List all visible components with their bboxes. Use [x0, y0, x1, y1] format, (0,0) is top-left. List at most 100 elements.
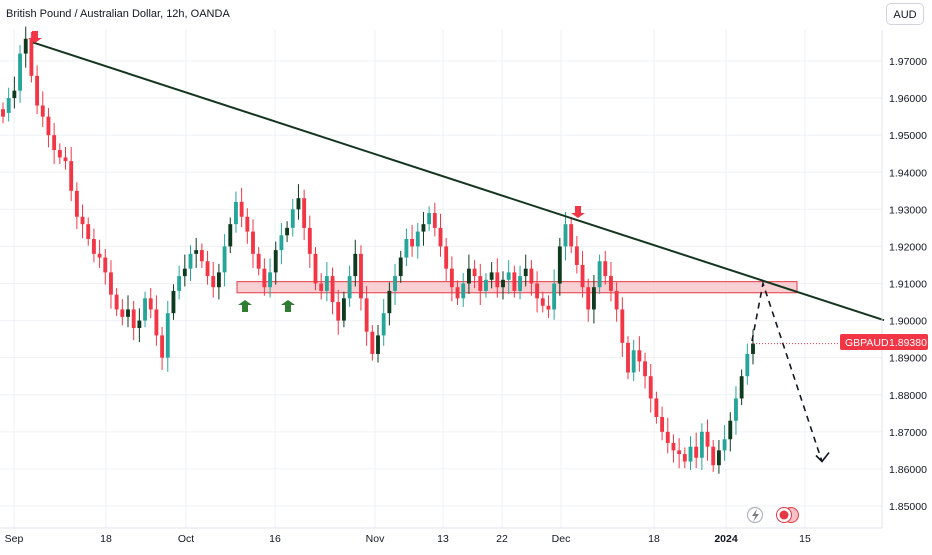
- candle-body: [256, 253, 261, 269]
- candle-body: [165, 313, 170, 358]
- x-tick-label: 13: [437, 533, 449, 545]
- candle-body: [57, 150, 62, 158]
- candle-body: [262, 268, 267, 288]
- candle-body: [69, 161, 74, 191]
- y-tick-label: 1.93000: [889, 204, 927, 216]
- projection-arrowhead: [815, 452, 830, 463]
- candle-body: [171, 290, 176, 314]
- candle-body: [80, 216, 85, 225]
- candle-body: [336, 302, 341, 321]
- candle-body: [279, 235, 284, 251]
- candle-body: [268, 272, 272, 288]
- candle-body: [324, 276, 329, 291]
- x-tick-label: 18: [648, 533, 660, 545]
- candle-body: [557, 246, 562, 284]
- candle-body: [23, 38, 28, 54]
- y-tick-label: 1.97000: [889, 56, 927, 68]
- candle-body: [131, 309, 136, 328]
- candle-body: [381, 313, 386, 336]
- trendline-layer[interactable]: [32, 41, 885, 463]
- candle-body: [631, 350, 636, 373]
- y-tick-label: 1.90000: [889, 316, 927, 328]
- candle-body: [637, 350, 642, 362]
- arrow-down-marker: [571, 206, 585, 218]
- candle-body: [404, 239, 409, 258]
- candle-body: [114, 294, 119, 310]
- x-tick-label: 2024: [714, 533, 738, 545]
- x-tick-label: Dec: [552, 533, 571, 545]
- candle-body: [506, 272, 511, 280]
- y-tick-label: 1.94000: [889, 167, 927, 179]
- candle-body: [199, 250, 204, 262]
- projection-path[interactable]: [751, 280, 823, 462]
- candle-body: [699, 431, 704, 458]
- lightning-icon[interactable]: [746, 506, 764, 524]
- currency-button[interactable]: AUD: [886, 3, 924, 25]
- y-tick-label: 1.88000: [889, 390, 927, 402]
- candle-body: [359, 253, 363, 299]
- candle-body: [1, 109, 5, 117]
- candle-body: [234, 201, 238, 225]
- resistance-zone-layer: [236, 281, 798, 294]
- y-tick-label: 1.86000: [889, 464, 927, 476]
- candle-body: [478, 276, 483, 291]
- price-tag-symbol: GBPAUD: [845, 337, 889, 349]
- candle-body: [12, 90, 17, 99]
- candle-body: [364, 298, 369, 332]
- flag-event-icon[interactable]: [776, 507, 799, 523]
- candle-body: [290, 209, 295, 228]
- candle-body: [86, 224, 91, 239]
- candle-body: [591, 287, 596, 310]
- candle-body: [626, 342, 630, 373]
- candle-body: [654, 398, 659, 417]
- candle-body: [194, 250, 199, 254]
- candle-body: [52, 135, 57, 150]
- arrow-up-marker: [281, 300, 295, 312]
- candle-body: [694, 446, 699, 458]
- candle-body: [285, 227, 290, 236]
- candle-body: [495, 272, 500, 288]
- candle-body: [40, 105, 45, 117]
- candle-body: [154, 309, 159, 336]
- candle-body: [103, 257, 108, 273]
- candle-body: [711, 446, 716, 466]
- trendline[interactable]: [32, 41, 885, 322]
- candle-body: [739, 376, 744, 399]
- candle-body: [620, 309, 625, 343]
- price-axis[interactable]: 1.97000 1.96000 1.95000 1.94000 1.93000 1.920…: [889, 56, 927, 513]
- candle-body: [546, 305, 551, 310]
- candle-body: [512, 272, 517, 291]
- chart-title: British Pound / Australian Dollar, 12h, …: [6, 8, 230, 20]
- candle-body: [728, 420, 733, 440]
- x-tick-label: 18: [100, 533, 112, 545]
- candle-body: [609, 276, 613, 291]
- candle-body: [665, 431, 670, 443]
- candle-body: [472, 268, 477, 277]
- markers: [28, 31, 840, 345]
- candle-body: [376, 335, 380, 354]
- candle-body: [643, 361, 647, 377]
- candle-body: [427, 213, 432, 225]
- x-tick-label: Oct: [178, 533, 194, 545]
- candle-body: [370, 331, 375, 354]
- candle-body: [177, 276, 182, 291]
- candle-body: [484, 279, 488, 291]
- candle-body: [35, 75, 40, 106]
- x-tick-label: 15: [799, 533, 811, 545]
- candle-body: [688, 446, 693, 462]
- candle-body: [716, 450, 721, 466]
- candle-body: [751, 343, 755, 354]
- candle-body: [91, 239, 96, 254]
- candle-body: [313, 253, 318, 284]
- x-tick-label: Nov: [366, 533, 385, 545]
- candle-body: [569, 224, 574, 247]
- candle-body: [597, 261, 602, 288]
- candle-body: [614, 290, 619, 310]
- resistance-zone[interactable]: [236, 281, 798, 294]
- time-axis[interactable]: Sep 18 Oct 16 Nov 13 22 Dec 18 2024 15: [5, 533, 811, 545]
- candle-body: [160, 335, 165, 358]
- candle-body: [182, 268, 187, 277]
- candle-body: [393, 276, 397, 291]
